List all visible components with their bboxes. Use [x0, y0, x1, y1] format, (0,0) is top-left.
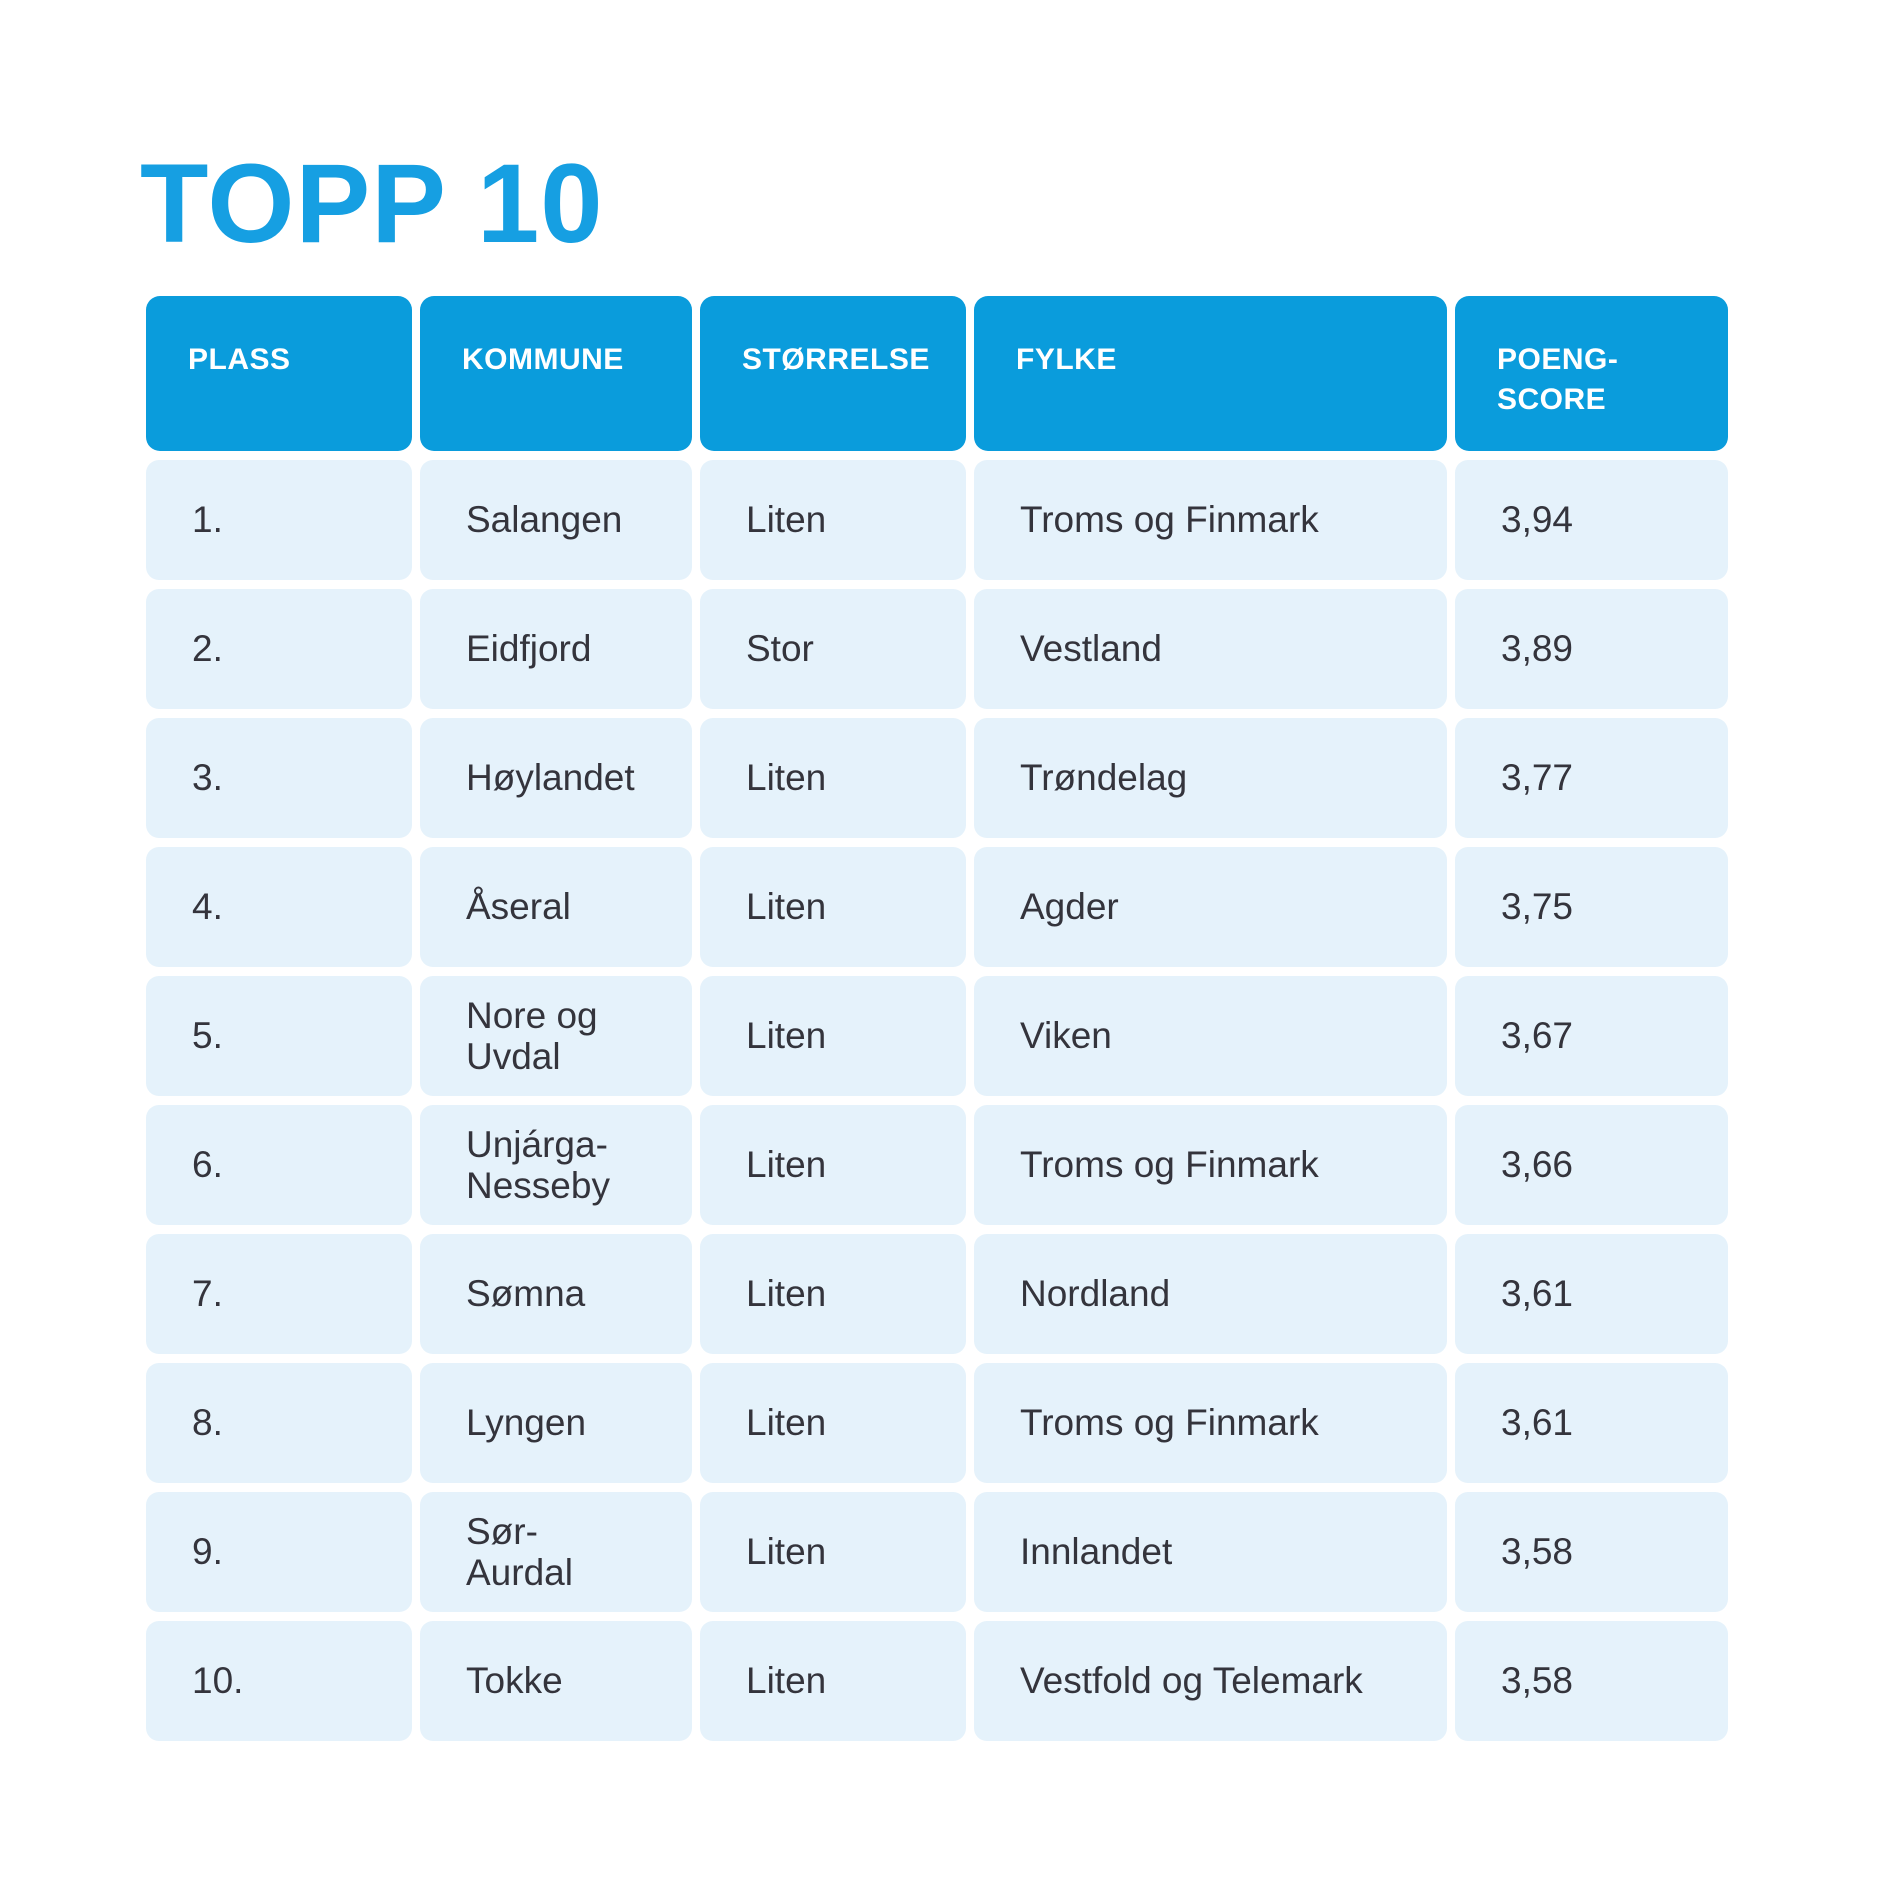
cell-fylke-row-1: Troms og Finmark	[974, 460, 1447, 580]
cell-fylke-row-7: Nordland	[974, 1234, 1447, 1354]
header-cell-storrelse: STØRRELSE	[700, 296, 966, 451]
cell-fylke-row-4: Agder	[974, 847, 1447, 967]
header-cell-kommune: KOMMUNE	[420, 296, 692, 451]
cell-fylke-row-8: Troms og Finmark	[974, 1363, 1447, 1483]
cell-plass-row-1: 1.	[146, 460, 412, 580]
cell-storrelse-row-4: Liten	[700, 847, 966, 967]
cell-poengscore-row-2: 3,89	[1455, 589, 1728, 709]
cell-plass-row-4: 4.	[146, 847, 412, 967]
cell-poengscore-row-1: 3,94	[1455, 460, 1728, 580]
cell-fylke-row-9: Innlandet	[974, 1492, 1447, 1612]
cell-kommune-row-9: Sør- Aurdal	[420, 1492, 692, 1612]
cell-storrelse-row-7: Liten	[700, 1234, 966, 1354]
cell-storrelse-row-2: Stor	[700, 589, 966, 709]
cell-plass-row-6: 6.	[146, 1105, 412, 1225]
cell-poengscore-row-7: 3,61	[1455, 1234, 1728, 1354]
cell-fylke-row-2: Vestland	[974, 589, 1447, 709]
cell-plass-row-2: 2.	[146, 589, 412, 709]
cell-plass-row-9: 9.	[146, 1492, 412, 1612]
cell-kommune-row-1: Salangen	[420, 460, 692, 580]
cell-kommune-row-4: Åseral	[420, 847, 692, 967]
page-title: TOPP 10	[140, 141, 604, 266]
cell-poengscore-row-9: 3,58	[1455, 1492, 1728, 1612]
cell-kommune-row-3: Høylandet	[420, 718, 692, 838]
cell-storrelse-row-8: Liten	[700, 1363, 966, 1483]
cell-plass-row-5: 5.	[146, 976, 412, 1096]
cell-kommune-row-7: Sømna	[420, 1234, 692, 1354]
cell-plass-row-8: 8.	[146, 1363, 412, 1483]
cell-kommune-row-10: Tokke	[420, 1621, 692, 1741]
cell-storrelse-row-10: Liten	[700, 1621, 966, 1741]
cell-poengscore-row-6: 3,66	[1455, 1105, 1728, 1225]
cell-fylke-row-3: Trøndelag	[974, 718, 1447, 838]
cell-fylke-row-5: Viken	[974, 976, 1447, 1096]
cell-plass-row-7: 7.	[146, 1234, 412, 1354]
cell-storrelse-row-5: Liten	[700, 976, 966, 1096]
cell-plass-row-10: 10.	[146, 1621, 412, 1741]
cell-fylke-row-10: Vestfold og Telemark	[974, 1621, 1447, 1741]
cell-storrelse-row-6: Liten	[700, 1105, 966, 1225]
cell-poengscore-row-5: 3,67	[1455, 976, 1728, 1096]
cell-fylke-row-6: Troms og Finmark	[974, 1105, 1447, 1225]
cell-kommune-row-8: Lyngen	[420, 1363, 692, 1483]
header-cell-poengscore: POENG- SCORE	[1455, 296, 1728, 451]
cell-storrelse-row-3: Liten	[700, 718, 966, 838]
cell-storrelse-row-1: Liten	[700, 460, 966, 580]
topp10-table: PLASS KOMMUNE STØRRELSE FYLKE POENG- SCO…	[146, 296, 1736, 1741]
cell-storrelse-row-9: Liten	[700, 1492, 966, 1612]
cell-kommune-row-2: Eidfjord	[420, 589, 692, 709]
cell-poengscore-row-4: 3,75	[1455, 847, 1728, 967]
cell-poengscore-row-3: 3,77	[1455, 718, 1728, 838]
cell-poengscore-row-8: 3,61	[1455, 1363, 1728, 1483]
header-cell-plass: PLASS	[146, 296, 412, 451]
cell-poengscore-row-10: 3,58	[1455, 1621, 1728, 1741]
cell-kommune-row-5: Nore og Uvdal	[420, 976, 692, 1096]
header-cell-fylke: FYLKE	[974, 296, 1447, 451]
cell-plass-row-3: 3.	[146, 718, 412, 838]
cell-kommune-row-6: Unjárga- Nesseby	[420, 1105, 692, 1225]
